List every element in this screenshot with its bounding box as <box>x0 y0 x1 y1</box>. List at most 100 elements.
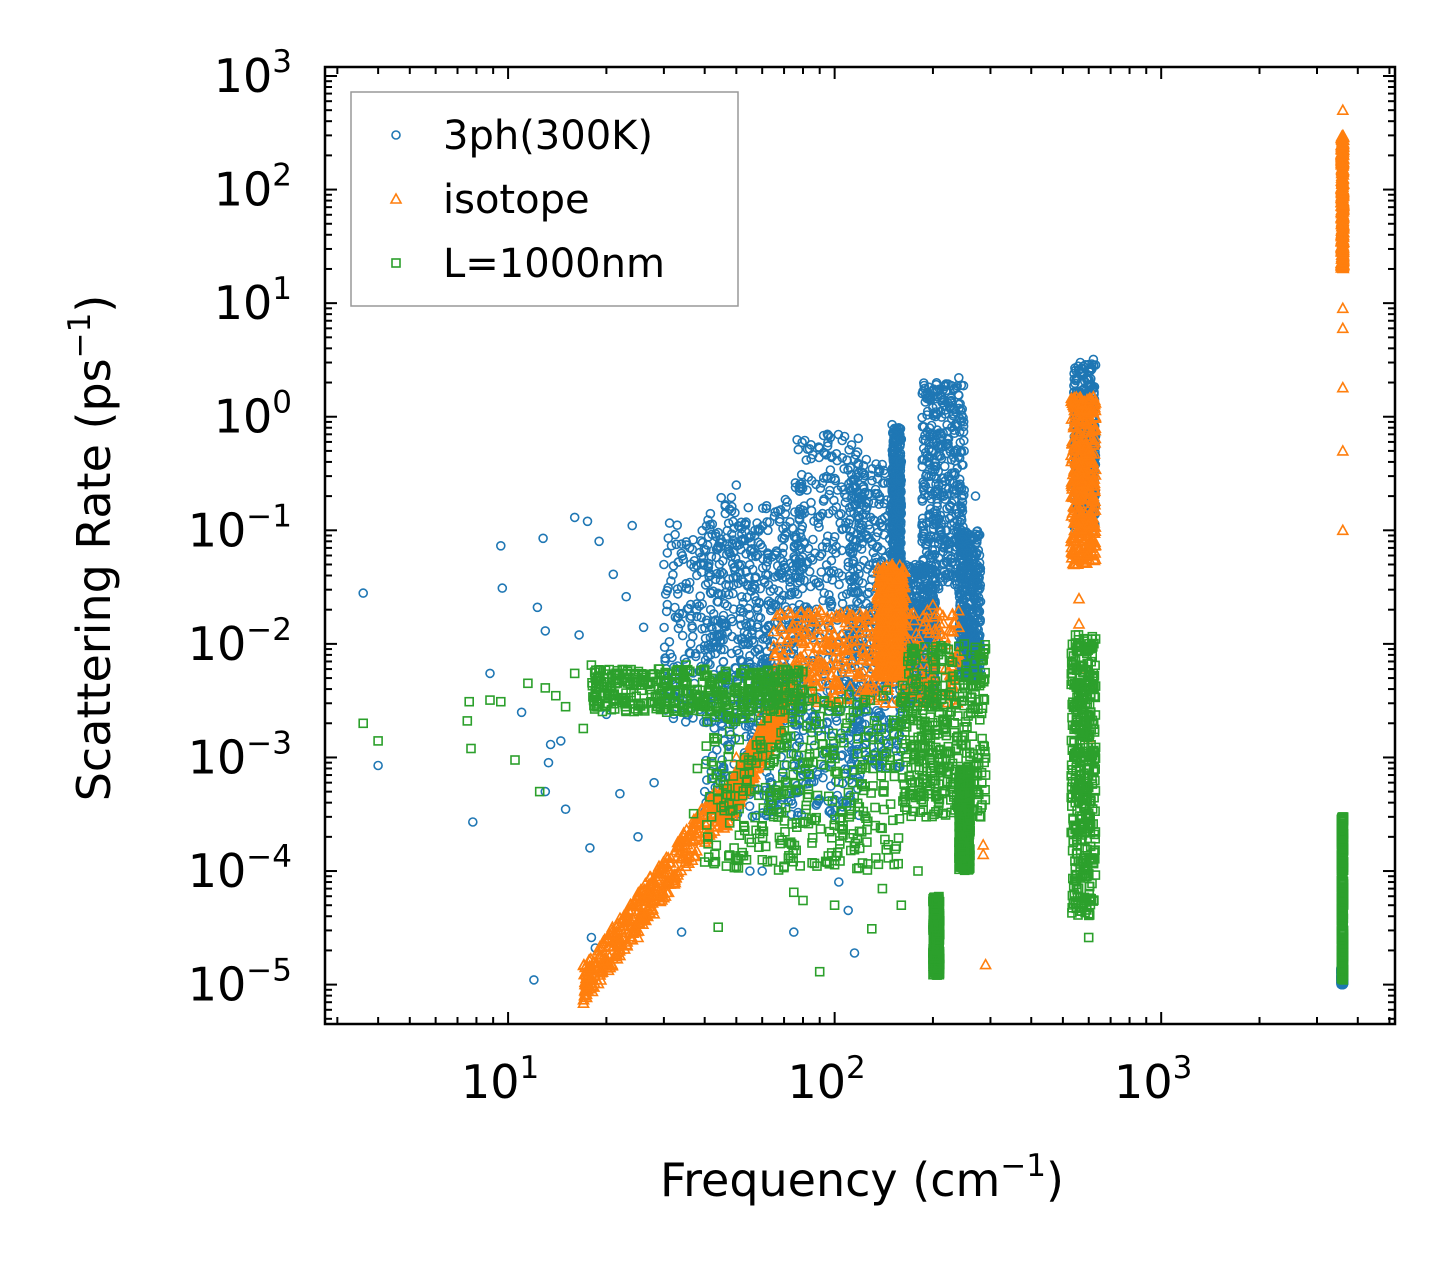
3ph-data-point <box>715 534 726 545</box>
3ph-data-point <box>894 515 905 526</box>
3ph-data-point <box>721 549 732 560</box>
3ph-data-point <box>711 637 722 648</box>
3ph-data-point <box>694 547 705 558</box>
3ph-data-point <box>711 544 722 554</box>
3ph-data-point <box>793 540 804 551</box>
3ph-data-point <box>672 520 683 531</box>
3ph-data-point <box>824 489 835 500</box>
3ph-data-point <box>861 502 872 513</box>
3ph-data-point <box>768 584 779 594</box>
3ph-data-point <box>895 504 906 515</box>
3ph-data-point <box>665 649 676 659</box>
3ph-data-point <box>806 453 816 464</box>
3ph-data-point <box>919 454 929 465</box>
3ph-data-point <box>807 555 818 565</box>
3ph-data-point <box>844 444 854 455</box>
3ph-data-point <box>853 458 863 469</box>
3ph-data-point <box>664 636 675 647</box>
3ph-data-point <box>853 493 864 503</box>
3ph-data-point <box>801 455 812 465</box>
3ph-data-point <box>793 444 804 455</box>
3ph-data-point <box>831 716 842 726</box>
3ph-data-point <box>778 590 789 601</box>
3ph-data-point <box>685 648 696 659</box>
3ph-data-point <box>701 717 712 728</box>
3ph-data-point <box>726 529 737 539</box>
3ph-data-point <box>887 484 898 495</box>
3ph-data-point <box>726 613 737 624</box>
3ph-data-point <box>705 508 716 519</box>
3ph-data-point <box>845 526 856 537</box>
3ph-data-point <box>696 612 707 623</box>
3ph-data-point <box>803 604 814 615</box>
3ph-data-point <box>736 517 747 528</box>
3ph-data-point <box>806 439 816 450</box>
3ph-data-point <box>827 544 838 555</box>
3ph-data-point <box>809 574 819 585</box>
3ph-data-point <box>743 502 754 513</box>
3ph-data-point <box>946 398 957 408</box>
3ph-data-point <box>728 535 738 545</box>
3ph-data-point <box>754 629 765 640</box>
3ph-data-point <box>718 656 729 667</box>
3ph-data-point <box>659 622 669 633</box>
3ph-data-point <box>856 522 866 533</box>
3ph-data-point <box>676 539 687 549</box>
3ph-data-point <box>779 562 790 573</box>
3ph-data-point <box>795 528 805 539</box>
3ph-data-point <box>818 772 828 783</box>
3ph-data-point <box>778 556 788 567</box>
3ph-data-point <box>802 485 812 495</box>
3ph-data-point <box>703 531 714 542</box>
3ph-data-point <box>843 465 853 475</box>
3ph-data-point <box>865 512 876 523</box>
3ph-data-point <box>745 650 755 661</box>
3ph-data-point <box>814 580 825 591</box>
3ph-data-point <box>844 483 855 493</box>
3ph-data-point <box>686 611 697 622</box>
3ph-data-point <box>795 484 806 494</box>
3ph-data-point <box>771 546 782 556</box>
3ph-data-point <box>854 569 864 579</box>
3ph-data-point <box>920 561 931 572</box>
3ph-data-point <box>730 553 741 564</box>
3ph-data-point <box>704 571 714 582</box>
3ph-data-point <box>857 719 867 730</box>
3ph-data-point <box>799 435 810 446</box>
3ph-data-point <box>685 599 696 610</box>
3ph-data-point <box>888 456 899 466</box>
3ph-data-point <box>847 491 857 502</box>
3ph-data-point <box>696 552 707 563</box>
3ph-data-point <box>713 542 724 553</box>
3ph-data-point <box>781 501 791 512</box>
3ph-data-point <box>798 563 809 574</box>
3ph-data-point <box>692 611 702 622</box>
3ph-data-point <box>700 633 711 644</box>
3ph-data-point <box>704 558 714 569</box>
3ph-data-point <box>822 542 833 553</box>
3ph-data-point <box>889 442 899 453</box>
3ph-data-point <box>692 560 702 571</box>
3ph-data-point <box>659 642 670 653</box>
3ph-data-point <box>824 565 834 576</box>
3ph-data-point <box>747 625 757 636</box>
3ph-data-point <box>837 524 847 535</box>
3ph-data-point <box>803 543 814 554</box>
3ph-data-point <box>713 597 724 607</box>
3ph-data-point <box>707 623 717 634</box>
3ph-data-point <box>763 525 773 536</box>
3ph-data-point <box>753 537 764 548</box>
3ph-data-point <box>764 772 775 783</box>
3ph-data-point <box>796 543 807 554</box>
3ph-data-point <box>826 599 837 610</box>
3ph-data-point <box>806 497 816 508</box>
3ph-data-point <box>697 537 708 548</box>
3ph-data-point <box>733 634 743 645</box>
3ph-data-point <box>893 525 903 536</box>
3ph-data-point <box>786 809 797 820</box>
3ph-data-point <box>743 603 754 614</box>
3ph-data-point <box>846 758 857 769</box>
3ph-data-point <box>673 623 684 634</box>
3ph-data-point <box>695 536 706 546</box>
3ph-data-point <box>808 534 818 545</box>
